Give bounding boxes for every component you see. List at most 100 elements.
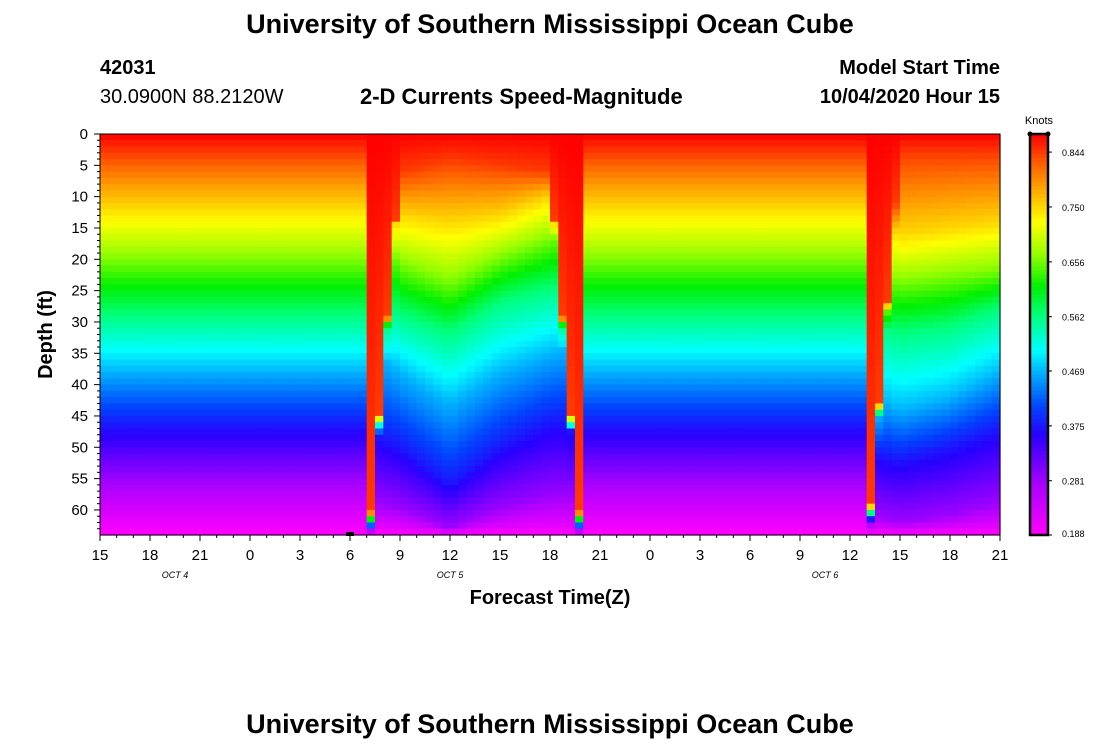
heatmap-cell bbox=[250, 428, 259, 436]
heatmap-cell bbox=[366, 146, 376, 154]
heatmap-cell bbox=[233, 290, 243, 298]
heatmap-cell bbox=[216, 221, 226, 229]
heatmap-cell bbox=[666, 328, 676, 336]
heatmap-cell bbox=[558, 271, 568, 279]
heatmap-cell bbox=[191, 497, 201, 505]
heatmap-cell bbox=[216, 503, 226, 511]
heatmap-cell bbox=[466, 334, 476, 342]
heatmap-cell bbox=[466, 196, 476, 204]
heatmap-cell bbox=[408, 353, 418, 361]
heatmap-cell bbox=[175, 522, 184, 530]
heatmap-cell bbox=[591, 234, 601, 242]
heatmap-cell bbox=[441, 397, 451, 405]
heatmap-cell bbox=[725, 253, 734, 260]
heatmap-cell bbox=[566, 478, 576, 486]
heatmap-cell bbox=[166, 296, 176, 304]
heatmap-cell bbox=[275, 390, 284, 398]
heatmap-cell bbox=[441, 428, 451, 436]
heatmap-cell bbox=[441, 441, 451, 448]
heatmap-cell bbox=[600, 347, 609, 354]
heatmap-cell bbox=[250, 478, 259, 486]
heatmap-cell bbox=[466, 140, 476, 148]
heatmap-cell bbox=[275, 397, 284, 405]
heatmap-cell bbox=[425, 309, 434, 317]
heatmap-cell bbox=[466, 209, 476, 217]
heatmap-cell bbox=[466, 328, 476, 336]
heatmap-cell bbox=[450, 184, 459, 191]
heatmap-cell bbox=[433, 171, 443, 179]
heatmap-cell bbox=[533, 522, 543, 530]
heatmap-cell bbox=[191, 227, 201, 235]
heatmap-cell bbox=[691, 334, 701, 342]
heatmap-cell bbox=[475, 372, 484, 379]
heatmap-cell bbox=[575, 528, 584, 536]
heatmap-cell bbox=[691, 303, 701, 311]
heatmap-cell bbox=[475, 171, 484, 179]
heatmap-cell bbox=[333, 347, 343, 354]
heatmap-cell bbox=[583, 484, 593, 492]
heatmap-cell bbox=[208, 271, 218, 279]
heatmap-cell bbox=[341, 441, 351, 448]
heatmap-cell bbox=[383, 177, 393, 185]
heatmap-cell bbox=[475, 202, 484, 210]
heatmap-cell bbox=[483, 202, 493, 210]
heatmap-cell bbox=[158, 284, 168, 292]
heatmap-cell bbox=[408, 227, 418, 235]
heatmap-cell bbox=[708, 177, 718, 185]
heatmap-cell bbox=[291, 227, 301, 235]
heatmap-cell bbox=[416, 528, 426, 536]
heatmap-cell bbox=[675, 227, 684, 235]
heatmap-cell bbox=[316, 134, 326, 141]
heatmap-cell bbox=[716, 177, 726, 185]
heatmap-cell bbox=[641, 409, 651, 417]
heatmap-cell bbox=[525, 378, 534, 386]
heatmap-cell bbox=[175, 240, 184, 248]
heatmap-cell bbox=[708, 240, 718, 248]
heatmap-cell bbox=[591, 365, 601, 373]
heatmap-cell bbox=[566, 259, 576, 267]
heatmap-cell bbox=[633, 221, 643, 229]
heatmap-cell bbox=[308, 134, 318, 141]
heatmap-cell bbox=[366, 196, 376, 204]
heatmap-cell bbox=[358, 428, 368, 436]
heatmap-cell bbox=[383, 447, 393, 455]
heatmap-cell bbox=[450, 265, 459, 273]
heatmap-cell bbox=[291, 321, 301, 329]
heatmap-cell bbox=[308, 303, 318, 311]
heatmap-cell bbox=[291, 522, 301, 530]
heatmap-cell bbox=[683, 253, 693, 260]
heatmap-cell bbox=[166, 284, 176, 292]
heatmap-cell bbox=[375, 240, 384, 248]
heatmap-cell bbox=[366, 309, 376, 317]
heatmap-cell bbox=[258, 353, 268, 361]
heatmap-cell bbox=[466, 428, 476, 436]
heatmap-cell bbox=[408, 140, 418, 148]
heatmap-cell bbox=[391, 409, 401, 417]
heatmap-cell bbox=[616, 491, 626, 499]
heatmap-cell bbox=[291, 372, 301, 379]
heatmap-cell bbox=[183, 472, 193, 480]
heatmap-cell bbox=[591, 359, 601, 367]
heatmap-cell bbox=[333, 290, 343, 298]
heatmap-cell bbox=[358, 466, 368, 473]
heatmap-cell bbox=[366, 378, 376, 386]
heatmap-cell bbox=[608, 347, 618, 354]
heatmap-cell bbox=[383, 134, 393, 141]
heatmap-cell bbox=[341, 234, 351, 242]
heatmap-cell bbox=[391, 422, 401, 430]
heatmap-cell bbox=[616, 328, 626, 336]
heatmap-cell bbox=[683, 390, 693, 398]
heatmap-cell bbox=[700, 303, 709, 311]
heatmap-cell bbox=[250, 378, 259, 386]
heatmap-cell bbox=[150, 334, 159, 342]
heatmap-cell bbox=[533, 152, 543, 160]
heatmap-cell bbox=[275, 296, 284, 304]
heatmap-cell bbox=[358, 190, 368, 198]
heatmap-cell bbox=[108, 509, 118, 517]
heatmap-cell bbox=[508, 196, 518, 204]
heatmap-cell bbox=[466, 378, 476, 386]
heatmap-cell bbox=[733, 447, 743, 455]
heatmap-cell bbox=[641, 240, 651, 248]
heatmap-cell bbox=[575, 215, 584, 223]
heatmap-cell bbox=[591, 159, 601, 166]
